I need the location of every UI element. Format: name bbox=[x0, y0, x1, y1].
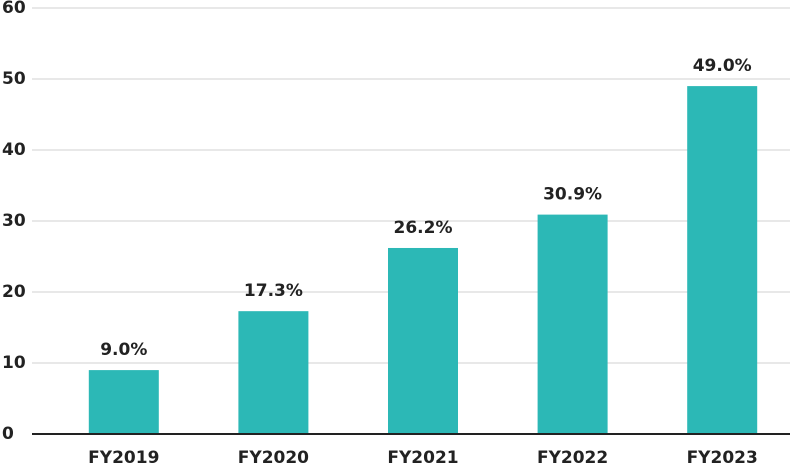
y-tick-label: 50 bbox=[2, 69, 26, 89]
x-tick-label: FY2023 bbox=[687, 448, 758, 468]
bar bbox=[687, 86, 758, 434]
y-tick-label: 0 bbox=[2, 424, 14, 444]
value-label: 26.2% bbox=[394, 218, 453, 238]
x-tick-label: FY2022 bbox=[537, 448, 608, 468]
x-tick-label: FY2020 bbox=[238, 448, 309, 468]
value-label: 30.9% bbox=[543, 185, 602, 205]
bar bbox=[388, 247, 458, 434]
y-tick-label: 30 bbox=[2, 211, 26, 231]
bar bbox=[88, 370, 159, 434]
y-tick-label: 20 bbox=[2, 282, 26, 302]
value-label: 49.0% bbox=[693, 56, 752, 76]
x-tick-label: FY2021 bbox=[387, 448, 458, 468]
bar bbox=[537, 214, 608, 434]
y-tick-label: 60 bbox=[2, 0, 26, 18]
x-tick-label: FY2019 bbox=[88, 448, 159, 468]
value-label: 17.3% bbox=[244, 281, 303, 301]
value-label: 9.0% bbox=[100, 340, 147, 360]
bar bbox=[238, 311, 309, 434]
y-tick-label: 10 bbox=[2, 353, 26, 373]
y-tick-label: 40 bbox=[2, 140, 26, 160]
